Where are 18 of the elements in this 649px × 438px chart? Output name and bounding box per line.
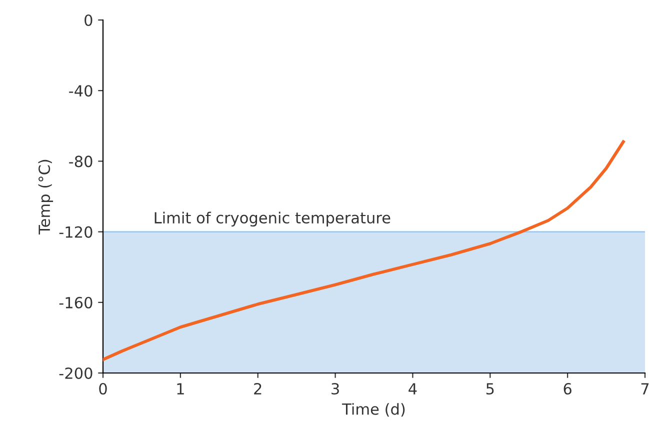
x-tick-label: 2 bbox=[254, 382, 262, 394]
x-axis-title: Time (d) bbox=[342, 403, 405, 417]
y-tick-label: -200 bbox=[59, 367, 92, 380]
x-tick-label: 5 bbox=[486, 383, 494, 395]
y-tick-label: 0 bbox=[84, 14, 92, 26]
y-tick-label: -80 bbox=[69, 156, 92, 168]
line-series bbox=[103, 140, 625, 362]
y-tick-label: -40 bbox=[69, 85, 92, 97]
x-tick-label: 0 bbox=[99, 382, 107, 395]
x-tick-label: 6 bbox=[564, 382, 572, 395]
x-tick-label: 3 bbox=[332, 382, 339, 395]
x-tick-label: 1 bbox=[177, 383, 184, 394]
y-tick-label: -160 bbox=[59, 296, 92, 308]
ref-line-label: Limit of cryogenic temperature bbox=[154, 212, 390, 227]
y-axis-title: Temp (°C) bbox=[38, 160, 54, 234]
y-tick-label: -120 bbox=[59, 226, 92, 238]
x-tick-label: 4 bbox=[408, 383, 417, 394]
x-tick-label: 7 bbox=[641, 383, 649, 394]
